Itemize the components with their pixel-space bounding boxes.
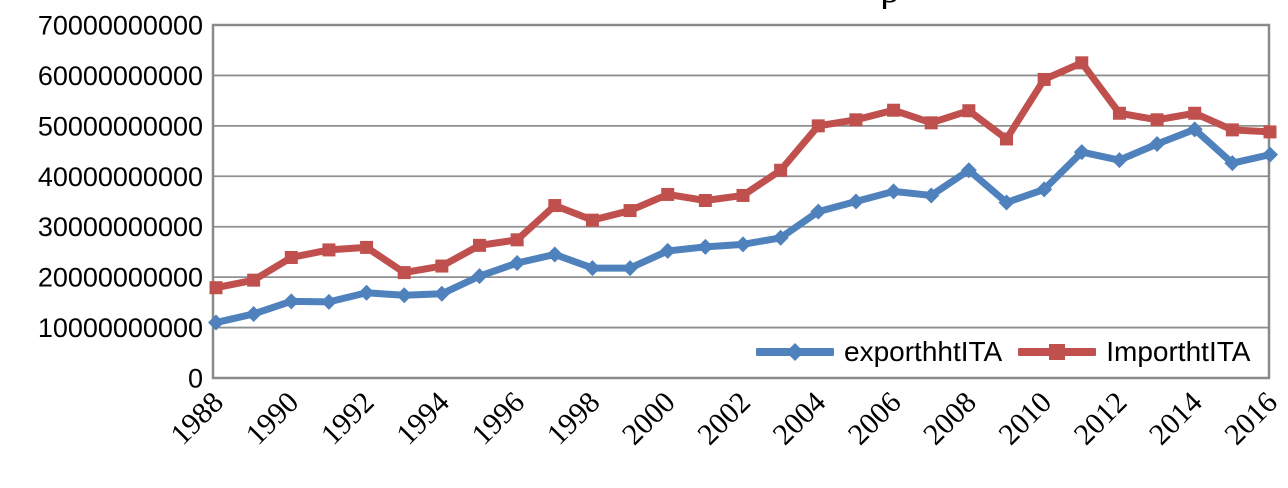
- legend-line-diamond-sample: [756, 343, 834, 361]
- square-marker: [736, 188, 750, 202]
- legend-line-square-sample: [1018, 344, 1097, 360]
- x-axis-tick-label: 1990: [239, 386, 305, 452]
- square-marker: [661, 187, 675, 201]
- plot-border: [211, 23, 1271, 380]
- square-marker: [247, 273, 261, 287]
- square-marker: [360, 240, 374, 254]
- x-axis-tick-label: 1988: [164, 386, 230, 452]
- square-marker: [924, 116, 938, 130]
- diamond-marker: [960, 162, 977, 179]
- y-axis-tick-label: 10000000000: [38, 313, 203, 343]
- square-marker: [1075, 56, 1089, 70]
- diamond-marker: [847, 193, 864, 210]
- x-axis-tick-label: 1992: [315, 386, 381, 452]
- chart-title-fragment-text: p: [880, 0, 924, 9]
- diamond-marker: [471, 268, 488, 285]
- legend-item-import: ImporthtITA: [1018, 336, 1250, 368]
- diamond-marker: [735, 236, 751, 253]
- diamond-marker: [1224, 155, 1241, 172]
- diamond-marker: [1186, 121, 1203, 138]
- square-marker: [1150, 113, 1164, 127]
- x-axis-tick-label: 2004: [766, 386, 832, 452]
- y-axis-tick-label: 30000000000: [38, 212, 203, 242]
- y-axis-tick-label: 50000000000: [38, 111, 203, 141]
- square-marker: [811, 119, 825, 133]
- diamond-marker: [208, 314, 224, 331]
- square-marker: [397, 266, 411, 280]
- diamond-marker: [320, 293, 337, 310]
- square-marker: [548, 199, 562, 213]
- diamond-marker: [697, 238, 714, 255]
- diamond-marker: [810, 203, 827, 220]
- diamond-marker: [1036, 181, 1053, 198]
- diamond-marker: [245, 305, 262, 322]
- x-axis-tick-label: 1998: [541, 386, 607, 452]
- diamond-marker: [509, 255, 526, 272]
- square-marker: [510, 233, 524, 247]
- diamond-marker: [1111, 152, 1128, 169]
- square-marker: [1000, 132, 1013, 146]
- chart-title-fragment: p: [880, 0, 924, 9]
- diamond-marker: [358, 284, 375, 301]
- diamond-marker: [546, 246, 563, 263]
- diamond-marker: [923, 187, 940, 204]
- diamond-marker: [1073, 144, 1090, 161]
- x-axis-tick-label: 2002: [691, 386, 757, 452]
- x-axis-tick-label: 2014: [1143, 386, 1209, 452]
- square-marker: [1112, 106, 1126, 120]
- diamond-marker: [772, 229, 789, 246]
- series-line-ImporthtITA: [212, 59, 1274, 292]
- diamond-marker: [1149, 136, 1166, 153]
- x-axis-tick-label: 2000: [616, 386, 682, 452]
- square-marker: [1188, 106, 1202, 120]
- legend: exporthhtITA ImporthtITA: [756, 335, 1250, 369]
- square-marker: [962, 104, 976, 118]
- diamond-marker: [283, 293, 300, 310]
- square-marker: [284, 250, 298, 264]
- legend-label-import: ImporthtITA: [1106, 336, 1251, 367]
- legend-diamond-icon: [786, 343, 804, 361]
- y-axis-tick-label: 70000000000: [38, 11, 203, 41]
- diamond-marker: [998, 194, 1015, 211]
- legend-label-export: exporthhtITA: [844, 336, 1003, 367]
- square-marker: [887, 103, 901, 117]
- square-marker: [209, 281, 223, 295]
- x-axis-tick-label: 2010: [992, 386, 1058, 452]
- x-axis-tick-label: 2006: [842, 386, 908, 452]
- square-marker: [623, 204, 637, 218]
- diamond-marker: [659, 242, 676, 259]
- diamond-marker: [885, 183, 902, 200]
- square-marker: [849, 113, 863, 127]
- square-marker: [473, 238, 486, 252]
- legend-square-icon: [1049, 344, 1066, 360]
- x-axis-tick-label: 1996: [465, 386, 531, 452]
- x-axis-tick-label: 2012: [1068, 386, 1134, 452]
- square-marker: [585, 213, 599, 227]
- y-axis-tick-label: 20000000000: [38, 263, 203, 293]
- square-marker: [1037, 72, 1051, 86]
- x-axis-tick-label: 2016: [1218, 386, 1284, 452]
- square-marker: [698, 193, 712, 207]
- square-marker: [322, 243, 336, 257]
- legend-item-export: exporthhtITA: [756, 336, 1002, 368]
- y-axis-tick-label: 0: [188, 364, 203, 394]
- x-axis-tick-label: 1994: [390, 386, 456, 452]
- x-axis-tick-label: 2008: [917, 386, 983, 452]
- diamond-marker: [584, 260, 601, 277]
- diamond-marker: [622, 260, 639, 277]
- square-marker: [1225, 123, 1239, 137]
- y-axis-tick-label: 60000000000: [38, 61, 203, 91]
- square-marker: [1263, 125, 1277, 139]
- y-axis-tick-label: 40000000000: [38, 162, 203, 192]
- square-marker: [774, 163, 788, 177]
- diamond-marker: [396, 287, 413, 304]
- diamond-marker: [433, 285, 450, 302]
- square-marker: [435, 259, 449, 273]
- diamond-marker: [1262, 146, 1278, 163]
